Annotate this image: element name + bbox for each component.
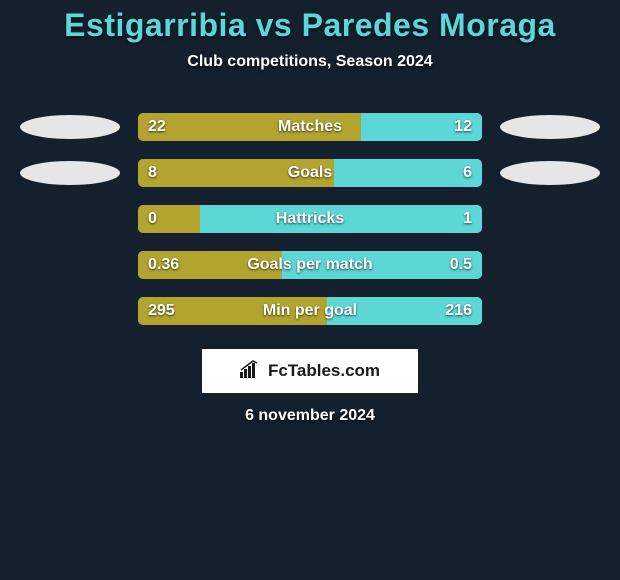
- stat-label: Goals per match: [138, 251, 482, 279]
- stat-value-left: 8: [138, 159, 167, 187]
- stat-bar: Hattricks0 1: [138, 205, 482, 233]
- stat-row: Goals per match0.36 0.5: [0, 251, 620, 279]
- stat-rows: Matches22 12 Goals8 6 Hattricks0 1 Goals per m…: [0, 113, 620, 325]
- stat-value-right: 1: [453, 205, 482, 233]
- page-subtitle: Club competitions, Season 2024: [0, 53, 620, 71]
- stat-row: Goals8 6: [0, 159, 620, 187]
- stat-label: Matches: [138, 113, 482, 141]
- stat-label: Goals: [138, 159, 482, 187]
- player-blob-right: [500, 115, 600, 139]
- player-blob-right: [500, 161, 600, 185]
- stat-value-right: 216: [435, 297, 482, 325]
- page-title: Estigarribia vs Paredes Moraga: [0, 8, 620, 43]
- stat-label: Hattricks: [138, 205, 482, 233]
- stat-value-left: 22: [138, 113, 176, 141]
- stat-bar: Goals8 6: [138, 159, 482, 187]
- stat-row: Hattricks0 1: [0, 205, 620, 233]
- stat-bar: Matches22 12: [138, 113, 482, 141]
- footer-logo[interactable]: FcTables.com: [202, 349, 418, 393]
- stat-value-left: 295: [138, 297, 185, 325]
- stat-row: Matches22 12: [0, 113, 620, 141]
- comparison-card: Estigarribia vs Paredes Moraga Club comp…: [0, 0, 620, 425]
- stat-value-right: 6: [453, 159, 482, 187]
- stat-value-right: 12: [444, 113, 482, 141]
- stat-value-left: 0.36: [138, 251, 189, 279]
- logo-chart-icon: [240, 360, 262, 383]
- footer-date: 6 november 2024: [0, 407, 620, 425]
- stat-bar: Goals per match0.36 0.5: [138, 251, 482, 279]
- logo-text: FcTables.com: [268, 361, 380, 381]
- stat-value-right: 0.5: [440, 251, 482, 279]
- stat-row: Min per goal295 216: [0, 297, 620, 325]
- stat-label: Min per goal: [138, 297, 482, 325]
- stat-value-left: 0: [138, 205, 167, 233]
- stat-bar: Min per goal295 216: [138, 297, 482, 325]
- player-blob-left: [20, 115, 120, 139]
- player-blob-left: [20, 161, 120, 185]
